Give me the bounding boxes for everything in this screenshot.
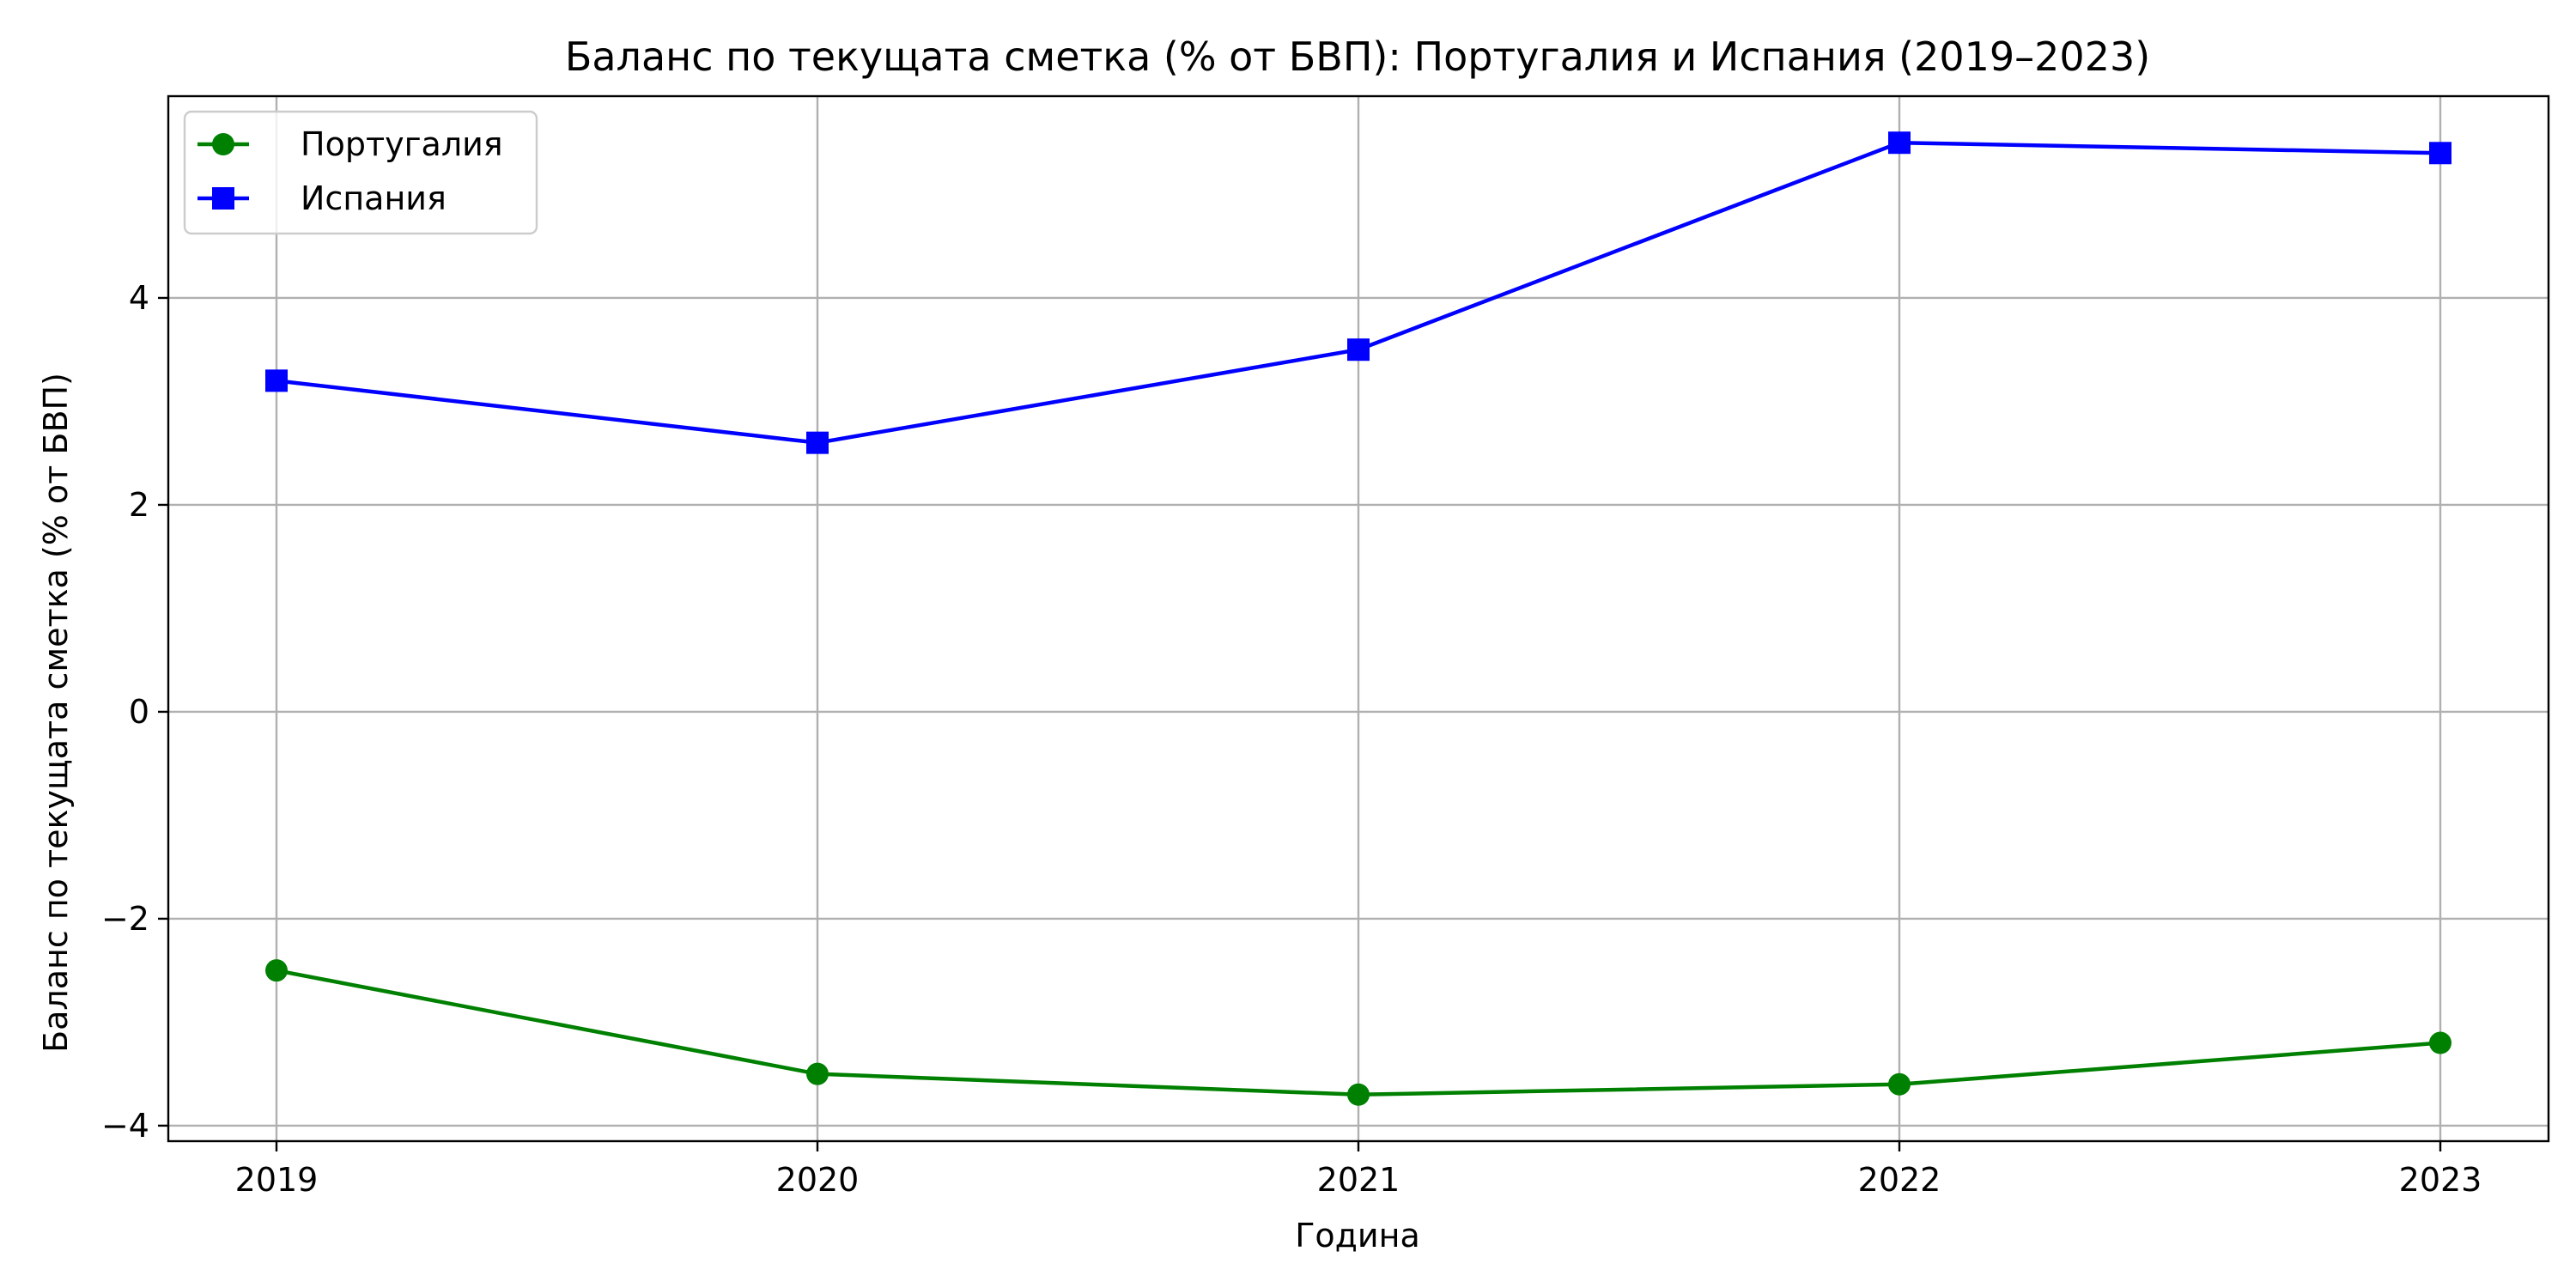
data-point — [2429, 1031, 2451, 1054]
y-tick-label: 4 — [129, 279, 149, 317]
data-point — [806, 1062, 829, 1085]
legend-item-испания: Испания — [197, 179, 447, 217]
x-tick-label: 2022 — [1858, 1161, 1941, 1199]
series-испания — [265, 131, 2451, 454]
x-tick-label: 2021 — [1317, 1161, 1400, 1199]
data-point — [2429, 142, 2451, 165]
legend-label: Испания — [301, 179, 447, 217]
y-tick-label: 2 — [129, 486, 149, 524]
y-tick-label: −2 — [101, 900, 149, 938]
data-point — [265, 369, 288, 392]
y-tick-label: −4 — [101, 1107, 149, 1145]
x-tick-label: 2023 — [2399, 1161, 2482, 1199]
grid-lines — [168, 96, 2549, 1141]
data-point — [1888, 1072, 1911, 1096]
y-tick-label: 0 — [129, 693, 149, 731]
x-axis-label: Година — [1295, 1217, 1420, 1255]
x-tick-label: 2019 — [235, 1161, 319, 1199]
series-layer — [265, 131, 2451, 1106]
legend-box — [183, 110, 538, 235]
series-португалия — [265, 959, 2451, 1106]
legend-label: Португалия — [301, 125, 503, 163]
legend-marker — [212, 133, 234, 155]
legend-item-португалия: Португалия — [197, 125, 503, 163]
data-point — [1347, 1083, 1370, 1106]
chart-title: Баланс по текущата сметка (% от БВП): По… — [565, 33, 2150, 80]
legend-marker — [212, 187, 234, 210]
y-axis-label: Баланс по текущата сметка (% от БВП) — [37, 373, 75, 1053]
x-tick-label: 2020 — [776, 1161, 860, 1199]
legend: Португалия Испания — [183, 110, 538, 235]
data-point — [265, 959, 288, 982]
data-point — [1888, 131, 1911, 155]
data-point — [1347, 338, 1370, 361]
axis-ticks: 2019 2020 2021 2022 2023 −4 −2 0 2 4 — [101, 279, 2482, 1199]
data-point — [806, 431, 829, 454]
